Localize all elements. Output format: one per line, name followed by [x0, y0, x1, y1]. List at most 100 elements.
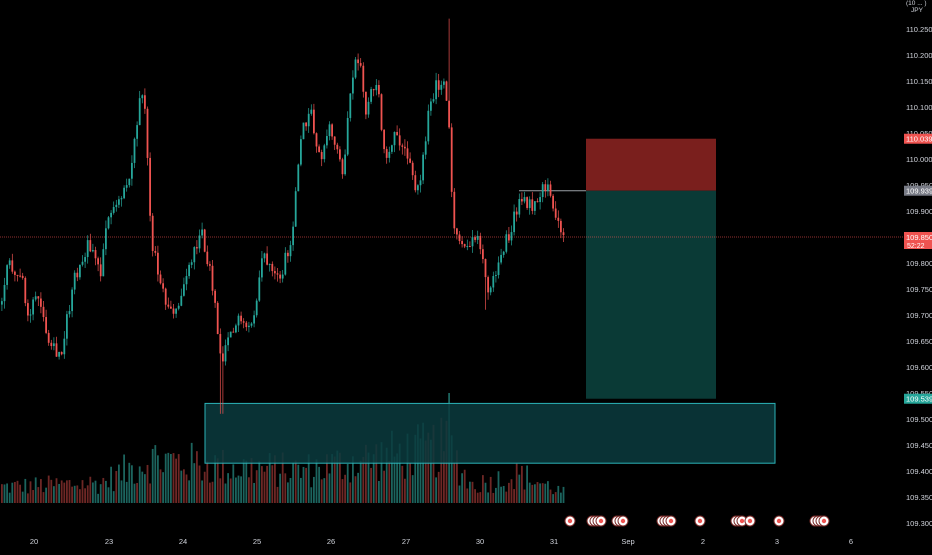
- candle[interactable]: [105, 228, 107, 250]
- candle[interactable]: [120, 198, 123, 200]
- candle[interactable]: [461, 241, 463, 245]
- candle[interactable]: [510, 232, 513, 241]
- candle[interactable]: [331, 124, 333, 137]
- candle[interactable]: [294, 191, 297, 227]
- candle[interactable]: [339, 149, 341, 160]
- candle[interactable]: [562, 232, 565, 236]
- candle[interactable]: [172, 308, 175, 314]
- candle[interactable]: [557, 217, 560, 221]
- candle[interactable]: [224, 345, 227, 362]
- candle[interactable]: [549, 184, 552, 196]
- candle[interactable]: [502, 251, 505, 255]
- candle[interactable]: [505, 234, 508, 252]
- candle[interactable]: [263, 253, 266, 259]
- candle[interactable]: [146, 108, 149, 158]
- candle[interactable]: [349, 93, 352, 118]
- candle[interactable]: [547, 184, 549, 191]
- candle[interactable]: [162, 283, 164, 289]
- candle[interactable]: [437, 80, 440, 90]
- candle[interactable]: [167, 304, 170, 307]
- candle[interactable]: [315, 133, 318, 147]
- candle[interactable]: [68, 311, 71, 315]
- candle[interactable]: [539, 197, 541, 202]
- candle[interactable]: [63, 338, 66, 355]
- candle[interactable]: [443, 81, 445, 85]
- candle[interactable]: [164, 288, 167, 305]
- candle[interactable]: [326, 136, 328, 146]
- candle[interactable]: [500, 254, 502, 263]
- candle[interactable]: [274, 271, 276, 274]
- candle[interactable]: [422, 154, 424, 181]
- candle[interactable]: [250, 323, 253, 326]
- candle[interactable]: [229, 331, 232, 338]
- candle[interactable]: [375, 84, 378, 91]
- candle[interactable]: [411, 162, 414, 176]
- candle[interactable]: [297, 164, 300, 192]
- candle[interactable]: [76, 272, 79, 278]
- candle[interactable]: [313, 109, 315, 134]
- candle[interactable]: [206, 251, 209, 265]
- candle[interactable]: [6, 265, 8, 285]
- candle[interactable]: [136, 125, 138, 139]
- candle[interactable]: [53, 343, 55, 347]
- candle[interactable]: [253, 315, 255, 324]
- candle[interactable]: [188, 264, 190, 277]
- candle[interactable]: [11, 260, 14, 272]
- candle[interactable]: [60, 351, 63, 355]
- take-profit-zone[interactable]: [586, 190, 716, 399]
- candle[interactable]: [276, 273, 279, 275]
- candle[interactable]: [255, 300, 258, 316]
- candle[interactable]: [118, 199, 120, 205]
- candle[interactable]: [302, 122, 305, 140]
- candle[interactable]: [495, 275, 497, 277]
- candle[interactable]: [515, 211, 518, 215]
- candle[interactable]: [58, 351, 60, 357]
- candle[interactable]: [177, 305, 180, 309]
- candle[interactable]: [133, 138, 136, 163]
- candle[interactable]: [138, 98, 141, 126]
- candle[interactable]: [541, 184, 544, 198]
- candle[interactable]: [544, 184, 547, 191]
- candle[interactable]: [479, 235, 482, 250]
- candle[interactable]: [97, 258, 99, 265]
- candle[interactable]: [380, 94, 383, 130]
- candle[interactable]: [333, 136, 336, 145]
- candle[interactable]: [404, 146, 406, 149]
- candle[interactable]: [198, 235, 201, 249]
- candle[interactable]: [528, 199, 531, 208]
- candle[interactable]: [29, 314, 32, 316]
- candle[interactable]: [209, 264, 211, 266]
- candle[interactable]: [554, 208, 557, 218]
- candle[interactable]: [513, 211, 515, 233]
- candle[interactable]: [123, 187, 125, 199]
- candle[interactable]: [37, 296, 40, 299]
- candle[interactable]: [227, 337, 229, 346]
- candle[interactable]: [305, 122, 307, 127]
- candle[interactable]: [336, 144, 339, 150]
- candle[interactable]: [435, 80, 437, 100]
- candle[interactable]: [14, 271, 16, 275]
- candle[interactable]: [419, 180, 422, 186]
- candle[interactable]: [318, 146, 320, 153]
- candle[interactable]: [560, 220, 562, 233]
- demand-zone[interactable]: [204, 402, 776, 464]
- candle[interactable]: [3, 284, 6, 302]
- candle[interactable]: [92, 250, 94, 252]
- candle[interactable]: [320, 152, 323, 160]
- candle[interactable]: [81, 261, 84, 265]
- candle[interactable]: [211, 265, 214, 291]
- candle[interactable]: [385, 149, 388, 158]
- candle[interactable]: [476, 235, 479, 240]
- candle[interactable]: [388, 151, 391, 158]
- candle[interactable]: [1, 301, 3, 305]
- candle[interactable]: [66, 314, 68, 339]
- candle[interactable]: [552, 195, 554, 209]
- candle[interactable]: [352, 77, 354, 94]
- candle[interactable]: [248, 325, 250, 328]
- candle[interactable]: [531, 199, 534, 211]
- candle[interactable]: [214, 290, 216, 303]
- candle[interactable]: [440, 84, 443, 90]
- candle[interactable]: [185, 276, 188, 285]
- candle[interactable]: [84, 257, 86, 262]
- candle[interactable]: [8, 260, 11, 266]
